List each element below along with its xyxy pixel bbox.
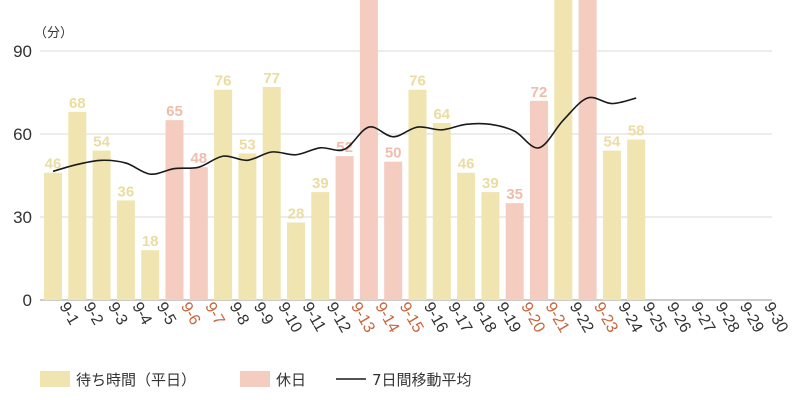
x-tick-label: 9-11 xyxy=(299,300,329,335)
bar xyxy=(530,100,548,300)
x-tick-label: 9-27 xyxy=(687,300,718,336)
data-label: 64 xyxy=(433,106,450,123)
y-axis-ticks: 0 30 60 90 xyxy=(13,42,32,310)
data-label: 65 xyxy=(166,103,183,120)
y-tick-label: 60 xyxy=(13,125,32,144)
bar xyxy=(335,156,354,300)
x-tick-label: 9-21 xyxy=(542,300,573,336)
x-tick-label: 9-2 xyxy=(80,300,106,329)
bar xyxy=(554,0,573,300)
data-label: 46 xyxy=(45,156,62,173)
x-tick-label: 9-28 xyxy=(712,300,743,336)
bar xyxy=(481,192,500,300)
legend-label-weekday: 待ち時間（平日） xyxy=(76,371,196,389)
data-label: 36 xyxy=(118,183,135,200)
x-tick-label: 9-6 xyxy=(177,300,203,329)
data-label: 72 xyxy=(531,84,548,101)
bar xyxy=(262,86,281,300)
data-label: 58 xyxy=(628,123,645,140)
bar xyxy=(311,192,330,300)
bar xyxy=(627,139,646,300)
x-tick-label: 9-14 xyxy=(371,300,402,336)
x-tick-label: 9-24 xyxy=(614,300,645,336)
x-tick-label: 9-10 xyxy=(274,300,305,336)
value-labels: 46 68 54 36 18 65 48 76 53 77 28 39 52 50 76 64 46 39 35 72… xyxy=(45,70,645,250)
legend-label-moving-average: 7日間移動平均 xyxy=(372,371,472,389)
data-label: 39 xyxy=(312,175,329,192)
x-tick-label: 9-30 xyxy=(760,300,791,336)
data-label: 48 xyxy=(190,150,207,167)
data-label: 77 xyxy=(263,70,280,87)
x-tick-label: 9-3 xyxy=(104,300,130,329)
x-tick-label: 9-29 xyxy=(736,300,767,336)
bar xyxy=(602,150,621,300)
bar xyxy=(505,203,524,300)
x-tick-label: 9-9 xyxy=(250,300,276,329)
x-tick-label: 9-18 xyxy=(469,300,500,336)
data-label: 46 xyxy=(458,156,475,173)
x-tick-label: 9-8 xyxy=(226,300,252,329)
x-tick-label: 9-22 xyxy=(566,300,597,336)
x-tick-label: 9-15 xyxy=(396,300,427,336)
bar xyxy=(287,222,305,300)
bar xyxy=(165,120,184,300)
x-tick-label: 9-13 xyxy=(347,300,378,336)
data-label: 76 xyxy=(409,73,426,90)
x-tick-label: 9-16 xyxy=(420,300,451,336)
data-label: 28 xyxy=(288,206,305,223)
bar xyxy=(189,167,208,300)
bar xyxy=(408,89,427,300)
data-label: 68 xyxy=(69,95,86,112)
bar xyxy=(92,150,111,300)
x-tick-label: 9-4 xyxy=(128,300,154,329)
moving-average-line xyxy=(52,96,637,175)
gridlines xyxy=(40,50,772,301)
bars xyxy=(44,0,646,300)
bar xyxy=(238,153,257,300)
legend-swatch-weekday xyxy=(40,371,70,387)
y-axis-unit-label: （分） xyxy=(34,26,73,41)
x-tick-label: 9-25 xyxy=(639,300,670,336)
data-label: 52 xyxy=(336,139,353,156)
bar xyxy=(116,200,135,300)
bar xyxy=(68,111,87,300)
y-tick-label: 0 xyxy=(23,291,32,310)
data-label: 53 xyxy=(239,136,256,153)
x-tick-label: 9-1 xyxy=(56,300,82,329)
data-label: 76 xyxy=(215,73,232,90)
bar xyxy=(141,250,160,300)
x-tick-label: 9-12 xyxy=(323,300,354,336)
x-tick-label: 9-23 xyxy=(590,300,621,336)
legend: 待ち時間（平日） 休日 7日間移動平均 xyxy=(40,371,472,389)
y-tick-label: 30 xyxy=(13,208,32,227)
bar xyxy=(359,0,378,300)
x-axis-ticks: 9-19-29-39-49-59-69-79-89-99-109-119-129… xyxy=(56,300,791,336)
moving-average-line-group xyxy=(52,96,637,175)
x-tick-label: 9-7 xyxy=(201,300,227,329)
y-tick-label: 90 xyxy=(13,42,32,61)
data-label: 54 xyxy=(604,134,621,151)
data-label: 39 xyxy=(482,175,499,192)
x-tick-label: 9-26 xyxy=(663,300,694,336)
legend-label-holiday: 休日 xyxy=(276,371,306,389)
bar xyxy=(384,161,403,300)
data-label: 50 xyxy=(385,145,402,162)
x-tick-label: 9-5 xyxy=(153,300,179,329)
x-tick-label: 9-19 xyxy=(493,300,524,336)
x-tick-label: 9-20 xyxy=(517,300,548,336)
x-tick-label: 9-17 xyxy=(444,300,475,336)
legend-swatch-holiday xyxy=(240,371,270,387)
data-label: 35 xyxy=(506,186,523,203)
bar xyxy=(214,89,233,300)
data-label: 18 xyxy=(142,233,159,250)
bar xyxy=(578,0,597,300)
bar xyxy=(457,172,476,300)
bar xyxy=(44,172,62,300)
data-label: 54 xyxy=(93,134,110,151)
bar xyxy=(432,122,451,300)
